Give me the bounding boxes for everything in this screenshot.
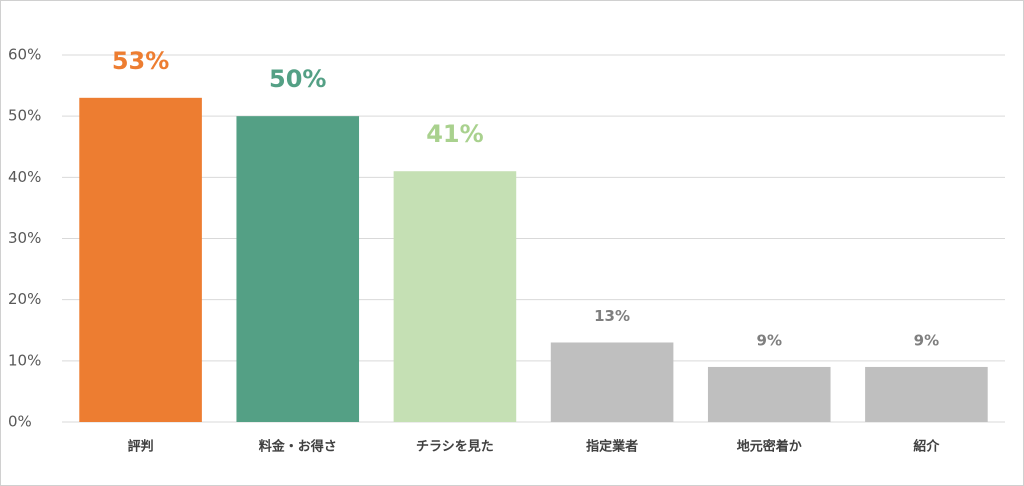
data-label: 9% [757,331,782,349]
data-label: 13% [594,307,630,325]
y-tick-label: 0% [8,413,32,431]
y-tick-label: 30% [8,229,41,247]
x-tick-label: 紹介 [913,439,940,455]
x-tick-label: チラシを見た [416,440,494,455]
x-tick-label: 指定業者 [586,439,638,455]
y-tick-label: 60% [8,46,41,64]
x-tick-label: 料金・お得さ [259,439,337,455]
bar [79,97,202,423]
data-label: 41% [426,120,483,148]
data-label: 53% [112,47,169,75]
bar [550,342,674,422]
x-tick-label: 地元密着か [737,439,802,455]
y-tick-label: 40% [8,168,41,186]
x-tick-label: 評判 [128,439,154,455]
y-tick-label: 10% [8,351,41,369]
bar [707,366,831,422]
bar [865,366,988,422]
bar [393,171,517,422]
data-label: 50% [269,65,326,93]
bar [236,116,360,423]
y-tick-label: 50% [8,107,41,125]
data-label: 9% [914,331,939,349]
y-tick-label: 20% [8,290,41,308]
